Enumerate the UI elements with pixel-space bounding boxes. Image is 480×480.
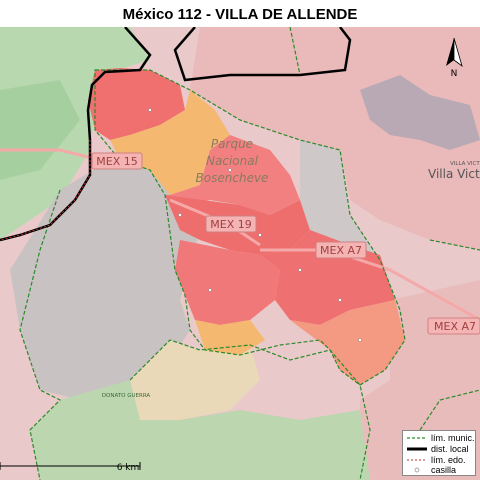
- park-label-line1: Parque: [211, 137, 253, 151]
- casilla-point[interactable]: [338, 298, 342, 302]
- road-label-mexa7: MEX A7: [320, 244, 362, 257]
- scale-bar: 6 km: [0, 462, 141, 473]
- district-boundary-north: [173, 27, 352, 82]
- road-shield-mex15: [91, 152, 143, 170]
- legend-box: lím. munic. dist. local lím. edo. casill…: [402, 430, 476, 476]
- legend-label-state: lím. edo.: [431, 455, 466, 465]
- legend-item-state: lím. edo.: [407, 455, 477, 465]
- basemap-forest-ridge: [0, 80, 80, 180]
- legend-municipal-line-icon: [407, 437, 427, 439]
- map-title: México 112 - VILLA DE ALLENDE: [122, 6, 358, 23]
- casilla-point[interactable]: [298, 268, 302, 272]
- north-arrow-letter: N: [451, 69, 458, 79]
- casilla-point[interactable]: [358, 338, 362, 342]
- casilla-point[interactable]: [148, 108, 152, 112]
- casilla-point[interactable]: [208, 288, 212, 292]
- map-area[interactable]: Parque Nacional Bosencheve MEX 15 MEX 19…: [0, 27, 480, 480]
- basemap-grey-central: [10, 160, 200, 400]
- legend-label-district: dist. local: [431, 444, 469, 454]
- district-section-orange-south: [195, 320, 265, 355]
- casilla-points: [148, 108, 362, 342]
- casilla-point[interactable]: [228, 168, 232, 172]
- basemap-forest-west: [0, 27, 150, 240]
- district-section-northwest: [88, 68, 185, 140]
- north-arrow: N: [446, 37, 463, 79]
- road-shield-mexa7: [315, 241, 367, 259]
- municipal-boundary-west: [19, 189, 62, 480]
- legend-casilla-dot-icon: [414, 467, 420, 473]
- casilla-point[interactable]: [178, 213, 182, 217]
- basemap-tan-donato-guerra: [130, 340, 260, 420]
- municipal-boundary-district: [94, 69, 406, 386]
- park-label-line3: Bosencheve: [196, 171, 269, 185]
- district-section-south-west: [175, 240, 280, 325]
- casilla-point[interactable]: [258, 233, 262, 237]
- road-label-mex19: MEX 19: [210, 218, 251, 231]
- town-label-villa-victoria-small: VILLA VICTORIA: [450, 161, 480, 167]
- town-label-villa-victoria: Villa Victoria: [428, 167, 480, 181]
- road-label-mexa7-east: MEX A7: [434, 320, 476, 333]
- legend-state-line-icon: [407, 459, 427, 461]
- legend-item-district: dist. local: [407, 444, 477, 454]
- district-section-salmon-east: [290, 300, 405, 385]
- legend-district-line-icon: [407, 447, 427, 451]
- scale-bar-label: 6 km: [117, 463, 140, 473]
- legend-label-municipal: lím. munic.: [431, 433, 475, 443]
- park-label-line2: Nacional: [206, 154, 259, 168]
- basemap-lake-villa-victoria: [360, 75, 480, 150]
- town-label-donato-guerra: DONATO GUERRA: [102, 393, 151, 399]
- basemap-green-south: [30, 380, 370, 480]
- legend-label-casilla: casilla: [431, 465, 457, 475]
- state-boundary-line: [0, 140, 91, 241]
- north-arrow-icon-shade: [453, 37, 463, 68]
- district-section-central: [165, 135, 300, 215]
- municipal-boundary-south: [129, 339, 371, 480]
- road-shield-mex19: [205, 215, 257, 233]
- district-section-orange-north: [110, 90, 230, 195]
- road-mexa7-line: [260, 248, 480, 322]
- road-label-mex15: MEX 15: [96, 155, 137, 168]
- municipal-boundary-east: [419, 239, 480, 431]
- municipal-boundary-north: [289, 27, 351, 76]
- legend-item-municipal: lím. munic.: [407, 433, 477, 443]
- legend-item-casilla: casilla: [407, 465, 477, 475]
- road-shield-mexa7-east: [427, 317, 480, 335]
